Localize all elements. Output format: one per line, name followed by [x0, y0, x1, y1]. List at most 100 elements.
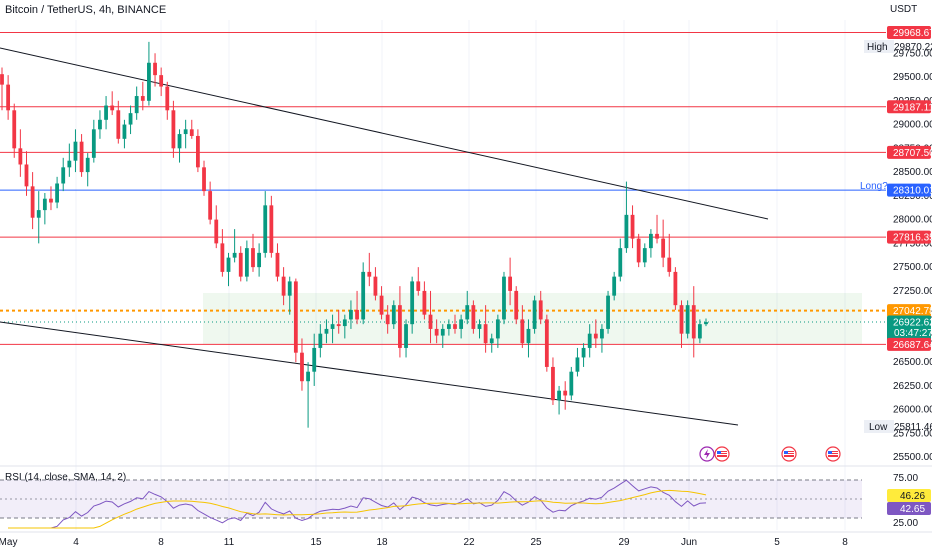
rsi-tick-75: 75.00	[893, 473, 918, 484]
candle	[618, 238, 623, 282]
candle	[538, 290, 543, 325]
rsi-sma-line	[8, 489, 707, 529]
candle	[55, 176, 59, 209]
x-tick-label: 29	[618, 537, 630, 548]
chart-symbol-title: Bitcoin / TetherUS, 4h, BINANCE	[5, 4, 167, 16]
candle	[630, 205, 635, 249]
candle	[649, 229, 653, 258]
rsi-tick-25: 25.00	[893, 518, 918, 529]
candle	[465, 290, 470, 325]
us-flag-icon[interactable]	[714, 446, 730, 462]
candle	[67, 143, 72, 177]
price-tag-bg	[887, 100, 931, 114]
y-tick-label: 28500.00	[893, 167, 932, 178]
candle	[471, 300, 476, 334]
candle	[593, 319, 598, 348]
candle	[679, 300, 684, 348]
candle	[116, 100, 121, 144]
candle	[655, 214, 659, 244]
candle	[673, 267, 678, 310]
low-label: Low	[869, 422, 888, 433]
price-tag-bg	[887, 145, 931, 159]
price-tag-bg	[887, 25, 931, 39]
candle	[202, 160, 206, 196]
rsi-sma-tag	[887, 489, 931, 502]
candle	[6, 75, 11, 120]
long-label: Long?	[860, 181, 888, 192]
price-tag: 29968.67	[893, 28, 932, 39]
price-tag: 29187.11	[893, 102, 932, 113]
candle	[30, 172, 35, 230]
candle	[495, 314, 500, 348]
candle	[349, 300, 353, 329]
x-tick-label: 8	[158, 537, 164, 548]
candle	[446, 319, 451, 336]
lower-trendline[interactable]	[0, 321, 739, 426]
candle	[147, 41, 151, 106]
candle	[98, 110, 102, 139]
candle	[324, 319, 329, 344]
candle	[434, 319, 439, 344]
candle	[361, 262, 366, 325]
y-tick-label: 25500.00	[893, 452, 932, 463]
high-label-bg	[864, 40, 894, 53]
candle	[171, 100, 176, 158]
y-tick-label: 29000.00	[893, 120, 932, 131]
price-tag-bg	[887, 183, 931, 197]
upper-trendline[interactable]	[0, 47, 769, 220]
candle	[636, 233, 641, 268]
candle	[275, 243, 280, 282]
candle	[606, 290, 610, 334]
y-tick-label: 26250.00	[893, 381, 932, 392]
us-flag-icon[interactable]	[781, 446, 797, 462]
price-tag: 27042.78	[893, 306, 932, 317]
candle	[18, 129, 23, 177]
x-tick-label: May	[0, 537, 17, 548]
candle	[306, 362, 310, 428]
candle	[489, 333, 494, 353]
candle	[342, 314, 347, 339]
price-tag-bg	[887, 315, 931, 342]
candle	[404, 319, 408, 358]
y-tick-label: 26500.00	[893, 357, 932, 368]
candle	[514, 286, 519, 325]
candle	[526, 319, 531, 358]
us-flag-icon[interactable]	[825, 446, 841, 462]
candle	[110, 91, 115, 116]
consolidation-zone	[203, 293, 862, 344]
candle	[257, 243, 262, 277]
candle	[220, 229, 225, 277]
y-tick-label: 26000.00	[893, 405, 932, 416]
candle	[122, 119, 127, 149]
candle	[502, 271, 506, 325]
lightning-icon[interactable]	[699, 446, 715, 462]
candle	[483, 305, 488, 353]
candle	[453, 314, 457, 334]
y-tick-label: 27500.00	[893, 262, 932, 273]
rsi-value: 42.65	[900, 504, 925, 515]
x-tick-label: 5	[774, 537, 780, 548]
low-value: 25811.46	[894, 422, 932, 433]
x-tick-label: 25	[530, 537, 542, 548]
x-tick-label: 8	[842, 537, 848, 548]
candle	[581, 343, 586, 367]
price-tag-bg	[887, 230, 931, 244]
candle	[214, 205, 219, 249]
candle	[287, 276, 292, 315]
candle	[104, 96, 108, 130]
candle	[73, 129, 78, 173]
candle	[624, 181, 629, 253]
rsi-value-tag	[887, 502, 931, 515]
candle	[12, 103, 17, 158]
candle	[373, 267, 378, 301]
candle	[165, 81, 170, 120]
candle	[569, 366, 574, 401]
currency-label: USDT	[890, 4, 918, 15]
candle	[691, 286, 696, 358]
candle	[563, 381, 568, 410]
candle	[612, 271, 617, 301]
candle	[661, 219, 666, 268]
candle	[685, 300, 690, 339]
x-tick-label: 4	[73, 537, 79, 548]
